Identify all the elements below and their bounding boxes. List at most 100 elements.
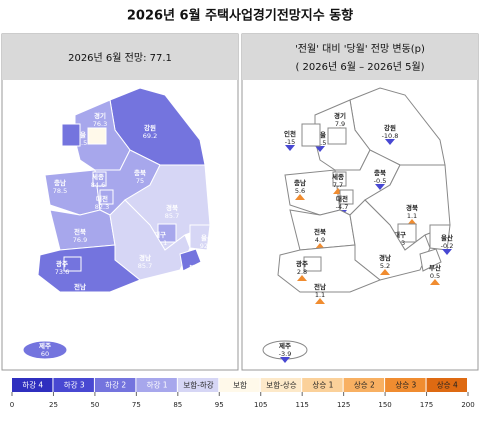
legend-label: 하강 1 bbox=[147, 380, 168, 390]
region-name: 광주 bbox=[56, 259, 68, 268]
legend-tick-label: 85 bbox=[173, 401, 182, 409]
legend-label: 보합-상승 bbox=[266, 380, 296, 390]
region-name: 경남 bbox=[379, 253, 391, 262]
right-header-bg bbox=[242, 34, 478, 80]
region-value: 60.5 bbox=[43, 138, 57, 146]
region-name: 울산 bbox=[201, 233, 213, 242]
legend-label: 하강 4 bbox=[22, 380, 43, 390]
region bbox=[179, 248, 202, 272]
region bbox=[332, 171, 347, 187]
region-value: 76.3 bbox=[93, 120, 107, 128]
right-map: 강원-10.8경기7.9서울-4.5인천-15충남5.6충북-0.5세종7.7대… bbox=[262, 87, 454, 363]
legend-tick-label: 200 bbox=[461, 401, 474, 409]
left-map: 강원69.2경기76.3서울97.5인천60.5충남78.5충북75세종84.6… bbox=[22, 87, 214, 360]
region bbox=[303, 256, 322, 272]
region-value: 1.1 bbox=[315, 291, 325, 299]
region-value: 4.9 bbox=[315, 236, 325, 244]
legend-label: 보합 bbox=[233, 381, 247, 390]
region-name: 강원 bbox=[384, 123, 396, 132]
region-value: 63.6 bbox=[73, 291, 87, 299]
region-value: 76.9 bbox=[73, 236, 87, 244]
change-arrow bbox=[285, 145, 295, 151]
region bbox=[301, 123, 321, 147]
legend-tick-label: 75 bbox=[132, 401, 141, 409]
legend: 하강 4 하강 3 하강 2 하강 1 보합-하강 보합 보합-상승 상승 1 상승 2 상승 3… bbox=[10, 378, 475, 409]
change-arrow bbox=[385, 139, 395, 145]
region-name: 부산 bbox=[429, 263, 441, 272]
legend-tick-label: 95 bbox=[215, 401, 224, 409]
region-name: 충북 bbox=[134, 168, 146, 177]
region bbox=[61, 123, 81, 147]
legend-label: 상승 1 bbox=[312, 380, 333, 390]
legend-swatch bbox=[12, 378, 53, 392]
legend-label: 보합-하강 bbox=[183, 380, 213, 390]
region bbox=[189, 224, 211, 251]
region-value: 75 bbox=[136, 177, 144, 185]
change-arrow bbox=[380, 269, 390, 275]
legend-swatch bbox=[426, 378, 467, 392]
region-value: 1.1 bbox=[407, 212, 417, 220]
region-value: -15 bbox=[285, 138, 296, 146]
legend-swatch bbox=[343, 378, 385, 392]
legend-swatch bbox=[219, 378, 260, 392]
region-value: 84.6 bbox=[91, 181, 105, 189]
change-arrow bbox=[442, 249, 452, 255]
region-name: 대전 bbox=[336, 194, 348, 203]
region-name: 전남 bbox=[74, 282, 86, 291]
region-name: 인천 bbox=[284, 129, 296, 138]
region-value: 85.7 bbox=[138, 262, 152, 270]
region-name: 세종 bbox=[332, 172, 344, 181]
region-name: 경북 bbox=[166, 203, 178, 212]
region-name: 경기 bbox=[94, 111, 106, 120]
region-value: -0.5 bbox=[374, 177, 387, 185]
legend-tick-label: 0 bbox=[10, 401, 14, 409]
legend-tick-label: 150 bbox=[378, 401, 391, 409]
title: 2026년 6월 주택사업경기전망지수 동향 bbox=[127, 8, 353, 24]
legend-swatch bbox=[385, 378, 426, 392]
region-name: 충남 bbox=[54, 178, 66, 187]
legend-swatch bbox=[94, 378, 136, 392]
region-name: 세종 bbox=[92, 172, 104, 181]
region-value: 82.3 bbox=[95, 203, 109, 211]
region-name: 전북 bbox=[74, 227, 86, 236]
region-name: 인천 bbox=[44, 129, 56, 138]
change-arrow bbox=[280, 357, 290, 363]
region-value: -10.8 bbox=[382, 132, 399, 140]
region-value: -0.2 bbox=[441, 242, 454, 250]
region-name: 대구 bbox=[394, 230, 406, 239]
region-name: 부산 bbox=[189, 263, 201, 272]
right-header: '전월' 대비 '당월' 전망 변동(p) bbox=[295, 43, 425, 55]
region-name: 광주 bbox=[296, 259, 308, 268]
region bbox=[419, 248, 442, 272]
region-name: 충남 bbox=[294, 178, 306, 187]
legend-label: 상승 3 bbox=[395, 380, 416, 390]
legend-swatch bbox=[260, 378, 302, 392]
region bbox=[87, 127, 107, 145]
change-arrow bbox=[430, 279, 440, 285]
region-name: 제주 bbox=[279, 341, 291, 350]
region-name: 충북 bbox=[374, 168, 386, 177]
region-name: 전남 bbox=[314, 282, 326, 291]
region-value: 78.5 bbox=[53, 187, 67, 195]
region-name: 경기 bbox=[334, 111, 346, 120]
region-value: 92.8 bbox=[200, 242, 214, 250]
region-name: 전북 bbox=[314, 227, 326, 236]
region-name: 대전 bbox=[96, 194, 108, 203]
change-arrow bbox=[297, 275, 307, 281]
legend-tick-label: 50 bbox=[90, 401, 99, 409]
region-value: 5.2 bbox=[380, 262, 390, 270]
change-arrow bbox=[315, 298, 325, 304]
left-header-bg bbox=[2, 34, 238, 80]
legend-tick-label: 125 bbox=[337, 401, 350, 409]
legend-swatch bbox=[136, 378, 177, 392]
legend-tick-label: 175 bbox=[420, 401, 433, 409]
region-value: 73.6 bbox=[55, 268, 69, 276]
legend-label: 상승 2 bbox=[354, 380, 375, 390]
region-value: -4.7 bbox=[336, 203, 349, 211]
legend-tick-label: 25 bbox=[49, 401, 58, 409]
region-value: 7.9 bbox=[335, 120, 345, 128]
change-arrow bbox=[375, 184, 385, 190]
region-name: 울산 bbox=[441, 233, 453, 242]
region-name: 제주 bbox=[39, 341, 51, 350]
